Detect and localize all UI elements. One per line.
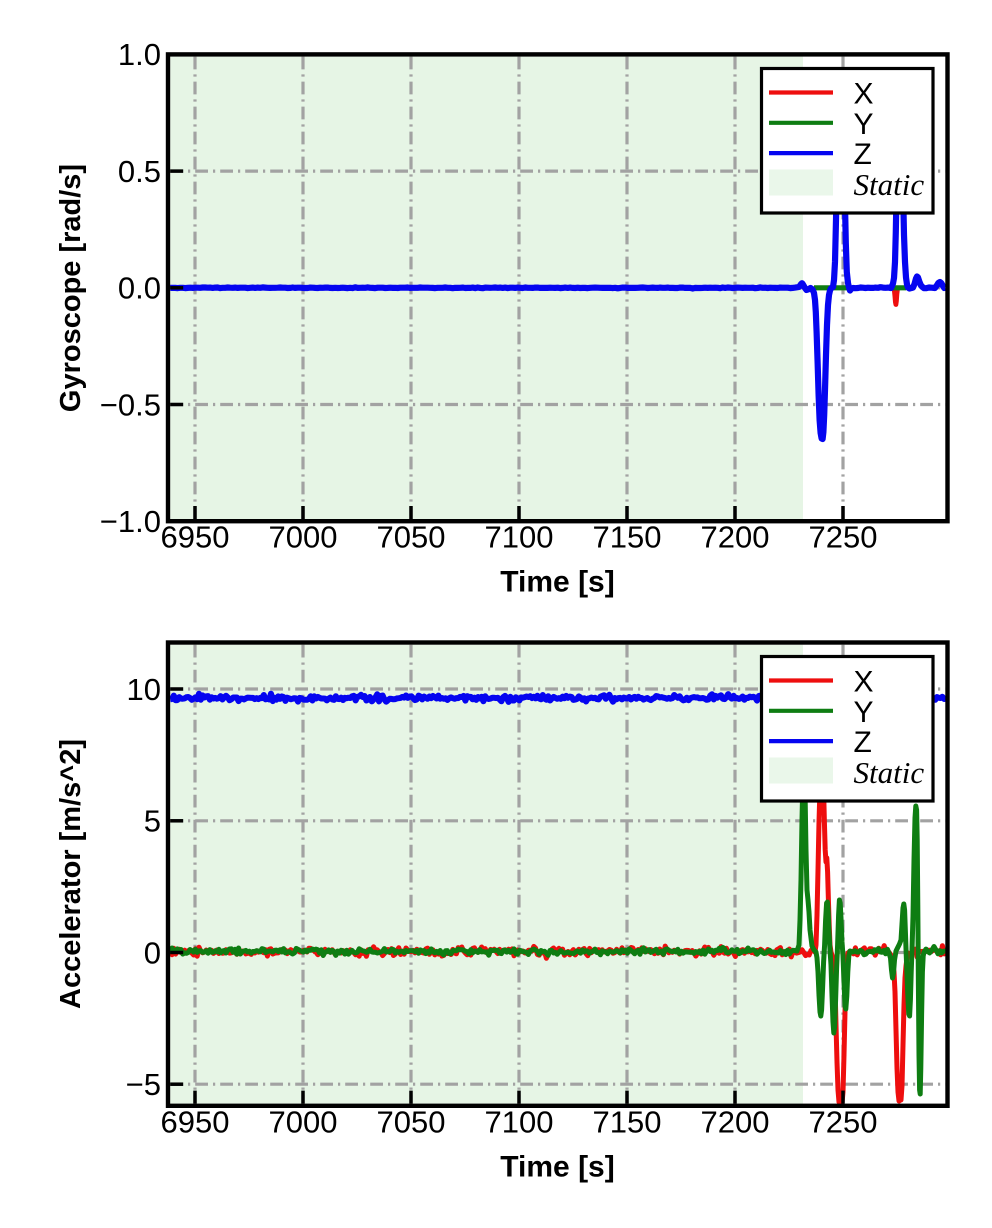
svg-text:7100: 7100 <box>485 520 554 555</box>
svg-text:10: 10 <box>127 672 161 707</box>
svg-text:7200: 7200 <box>701 1104 770 1139</box>
svg-text:Y: Y <box>854 696 874 729</box>
svg-text:−5: −5 <box>126 1067 161 1102</box>
svg-text:7150: 7150 <box>593 1104 662 1139</box>
svg-text:7050: 7050 <box>377 1104 446 1139</box>
svg-text:0: 0 <box>144 935 161 970</box>
svg-text:6950: 6950 <box>161 520 230 555</box>
svg-text:0.0: 0.0 <box>118 271 161 306</box>
svg-text:6950: 6950 <box>161 1104 230 1139</box>
svg-text:Gyroscope [rad/s]: Gyroscope [rad/s] <box>55 164 87 412</box>
svg-text:Static: Static <box>854 755 925 790</box>
svg-text:X: X <box>854 666 874 699</box>
svg-text:Accelerator [m/s^2]: Accelerator [m/s^2] <box>55 739 87 1009</box>
svg-text:1.0: 1.0 <box>118 37 161 72</box>
svg-text:7100: 7100 <box>485 1104 554 1139</box>
svg-text:0.5: 0.5 <box>118 154 161 189</box>
svg-text:7200: 7200 <box>701 520 770 555</box>
svg-text:7150: 7150 <box>593 520 662 555</box>
svg-text:7000: 7000 <box>269 1104 338 1139</box>
svg-text:−1.0: −1.0 <box>100 504 161 539</box>
svg-text:5: 5 <box>144 804 161 839</box>
svg-text:7000: 7000 <box>269 520 338 555</box>
svg-text:7250: 7250 <box>809 520 878 555</box>
svg-text:Z: Z <box>854 138 872 171</box>
svg-text:X: X <box>854 78 874 111</box>
svg-text:Z: Z <box>854 726 872 759</box>
svg-text:7050: 7050 <box>377 520 446 555</box>
svg-text:Time [s]: Time [s] <box>500 1150 614 1183</box>
svg-text:Y: Y <box>854 108 874 141</box>
svg-text:Time [s]: Time [s] <box>500 566 614 599</box>
svg-text:−0.5: −0.5 <box>100 387 161 422</box>
svg-text:Static: Static <box>854 167 925 202</box>
svg-text:7250: 7250 <box>809 1104 878 1139</box>
